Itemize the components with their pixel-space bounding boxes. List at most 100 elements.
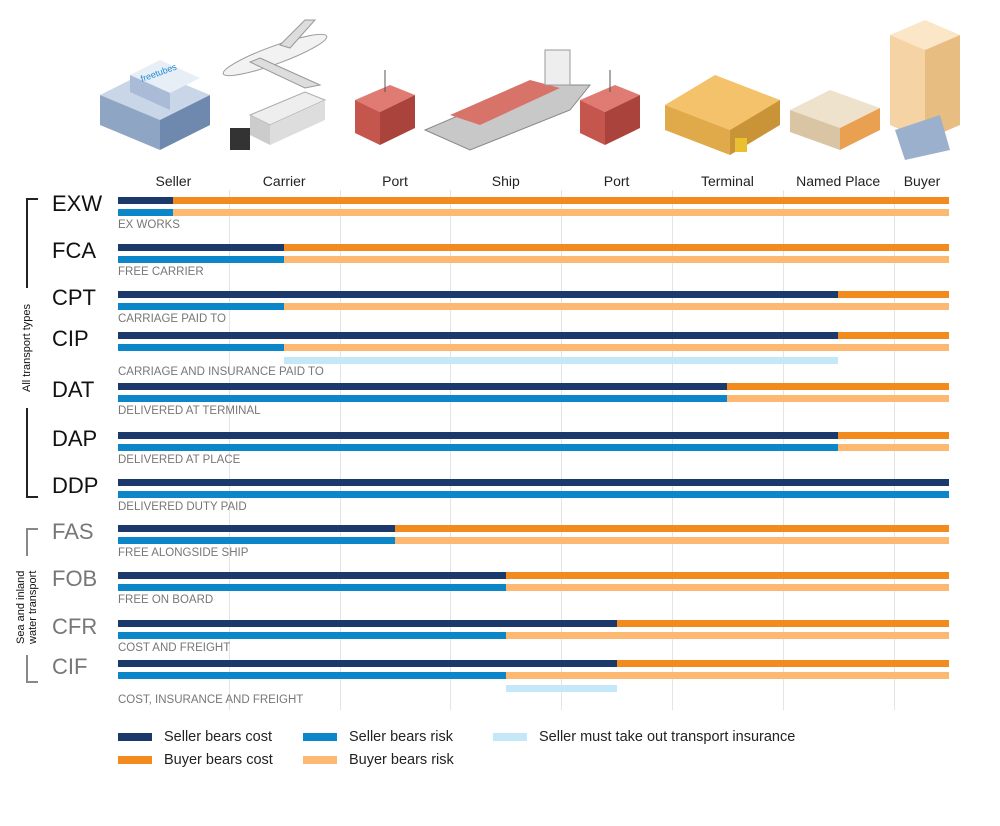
- buyer-risk-bar: [838, 444, 949, 451]
- group-label-all-transport: All transport types: [21, 303, 33, 392]
- buyer-risk-bar: [505, 632, 949, 639]
- seller-risk-bar: [118, 537, 395, 544]
- seller-risk-bar: [118, 584, 506, 591]
- buyer-cost-bar: [284, 244, 949, 251]
- buyer-building-icon: [890, 20, 960, 160]
- named-place-shop-icon: [790, 90, 880, 150]
- buyer-cost-bar: [173, 197, 949, 204]
- incoterm-code: FAS: [52, 519, 94, 544]
- incoterm-code: CFR: [52, 614, 98, 639]
- incoterm-name: CARRIAGE AND INSURANCE PAID TO: [118, 366, 324, 378]
- seller-risk-bar: [118, 344, 285, 351]
- legend-insurance: Seller must take out transport insurance: [493, 729, 795, 745]
- buyer-risk-bar: [727, 395, 949, 402]
- terminal-warehouse-icon: [665, 75, 780, 155]
- incoterm-name: DELIVERED AT PLACE: [118, 454, 241, 466]
- legend-label: Seller bears cost: [164, 729, 272, 745]
- seller-risk-bar: [118, 395, 728, 402]
- buyer-cost-bar: [616, 660, 949, 667]
- group-label-sea: Sea and inland water transport: [15, 571, 39, 644]
- seller-cost-bar: [118, 332, 839, 339]
- legend-label: Seller bears risk: [349, 729, 453, 745]
- container-icon: [580, 70, 640, 145]
- incoterm-code: FOB: [52, 566, 98, 591]
- seller-cost-bar: [118, 620, 617, 627]
- buyer-cost-bar: [727, 383, 949, 390]
- incoterm-code: CPT: [52, 285, 96, 310]
- group-label-sea-line2: water transport: [27, 570, 39, 644]
- group-bracket-sea-bottom: [26, 655, 38, 683]
- airplane-icon: [222, 19, 328, 89]
- seller-cost-bar: [118, 197, 174, 204]
- incoterm-name: COST, INSURANCE AND FREIGHT: [118, 694, 304, 706]
- seller-cost-bar: [118, 479, 949, 486]
- seller-risk-bar: [118, 303, 285, 310]
- group-bracket-all-bottom: [26, 408, 38, 498]
- seller-building-icon: freetubes: [100, 60, 210, 150]
- legend-buyer-cost: Buyer bears cost: [118, 752, 273, 768]
- incoterm-name: CARRIAGE PAID TO: [118, 313, 226, 325]
- seller-risk-bar: [118, 444, 839, 451]
- legend-swatch: [118, 756, 152, 764]
- seller-risk-bar: [118, 491, 949, 498]
- group-label-sea-line1: Sea and inland: [15, 570, 27, 644]
- container-icon: [355, 70, 415, 145]
- buyer-cost-bar: [505, 572, 949, 579]
- stage-label: Named Place: [796, 173, 881, 189]
- seller-risk-bar: [118, 256, 285, 263]
- incoterm-code: DAP: [52, 426, 98, 451]
- legend-buyer-risk: Buyer bears risk: [303, 752, 454, 768]
- seller-cost-bar: [118, 291, 839, 298]
- legend-swatch: [118, 733, 152, 741]
- buyer-risk-bar: [284, 256, 949, 263]
- buyer-risk-bar: [505, 672, 949, 679]
- incoterm-name: FREE ON BOARD: [118, 594, 214, 606]
- seller-risk-bar: [118, 672, 506, 679]
- incoterm-name: DELIVERED AT TERMINAL: [118, 405, 261, 417]
- seller-cost-bar: [118, 432, 839, 439]
- stage-label: Port: [603, 173, 630, 189]
- incoterm-name: COST AND FREIGHT: [118, 642, 231, 654]
- buyer-risk-bar: [284, 303, 949, 310]
- illustrations: freetubes: [100, 19, 960, 160]
- legend-label: Seller must take out transport insurance: [539, 729, 796, 745]
- stage-label: Seller: [155, 173, 192, 189]
- buyer-cost-bar: [838, 291, 949, 298]
- stage-label: Carrier: [262, 173, 306, 189]
- group-bracket-sea-top: [26, 528, 38, 556]
- buyer-risk-bar: [173, 209, 949, 216]
- seller-cost-bar: [118, 572, 506, 579]
- incoterm-code: DAT: [52, 377, 95, 402]
- ship-icon: [423, 49, 592, 151]
- legend-swatch: [303, 733, 337, 741]
- incoterm-name: EX WORKS: [118, 219, 180, 231]
- legend-swatch: [303, 756, 337, 764]
- incoterm-code: FCA: [52, 238, 96, 263]
- buyer-cost-bar: [616, 620, 949, 627]
- insurance-bar: [505, 685, 617, 692]
- legend-label: Buyer bears cost: [164, 752, 273, 768]
- seller-risk-bar: [118, 632, 506, 639]
- stage-label: Buyer: [903, 173, 941, 189]
- stage-label: Port: [382, 173, 408, 189]
- incoterm-name: FREE ALONGSIDE SHIP: [118, 547, 249, 559]
- legend-seller-cost: Seller bears cost: [118, 729, 272, 745]
- seller-cost-bar: [118, 383, 728, 390]
- incoterm-name: DELIVERED DUTY PAID: [118, 501, 247, 513]
- buyer-cost-bar: [838, 332, 949, 339]
- seller-cost-bar: [118, 660, 617, 667]
- buyer-cost-bar: [838, 432, 949, 439]
- stage-label: Ship: [491, 173, 520, 189]
- incoterm-code: DDP: [52, 473, 99, 498]
- stage-label: Terminal: [700, 173, 754, 189]
- incoterm-code: CIF: [52, 654, 88, 679]
- legend-swatch: [493, 733, 527, 741]
- incoterm-code: EXW: [52, 191, 103, 216]
- seller-cost-bar: [118, 525, 395, 532]
- buyer-risk-bar: [284, 344, 949, 351]
- seller-risk-bar: [118, 209, 174, 216]
- group-bracket-all-top: [26, 198, 38, 288]
- legend-seller-risk: Seller bears risk: [303, 729, 453, 745]
- incoterm-name: FREE CARRIER: [118, 266, 204, 278]
